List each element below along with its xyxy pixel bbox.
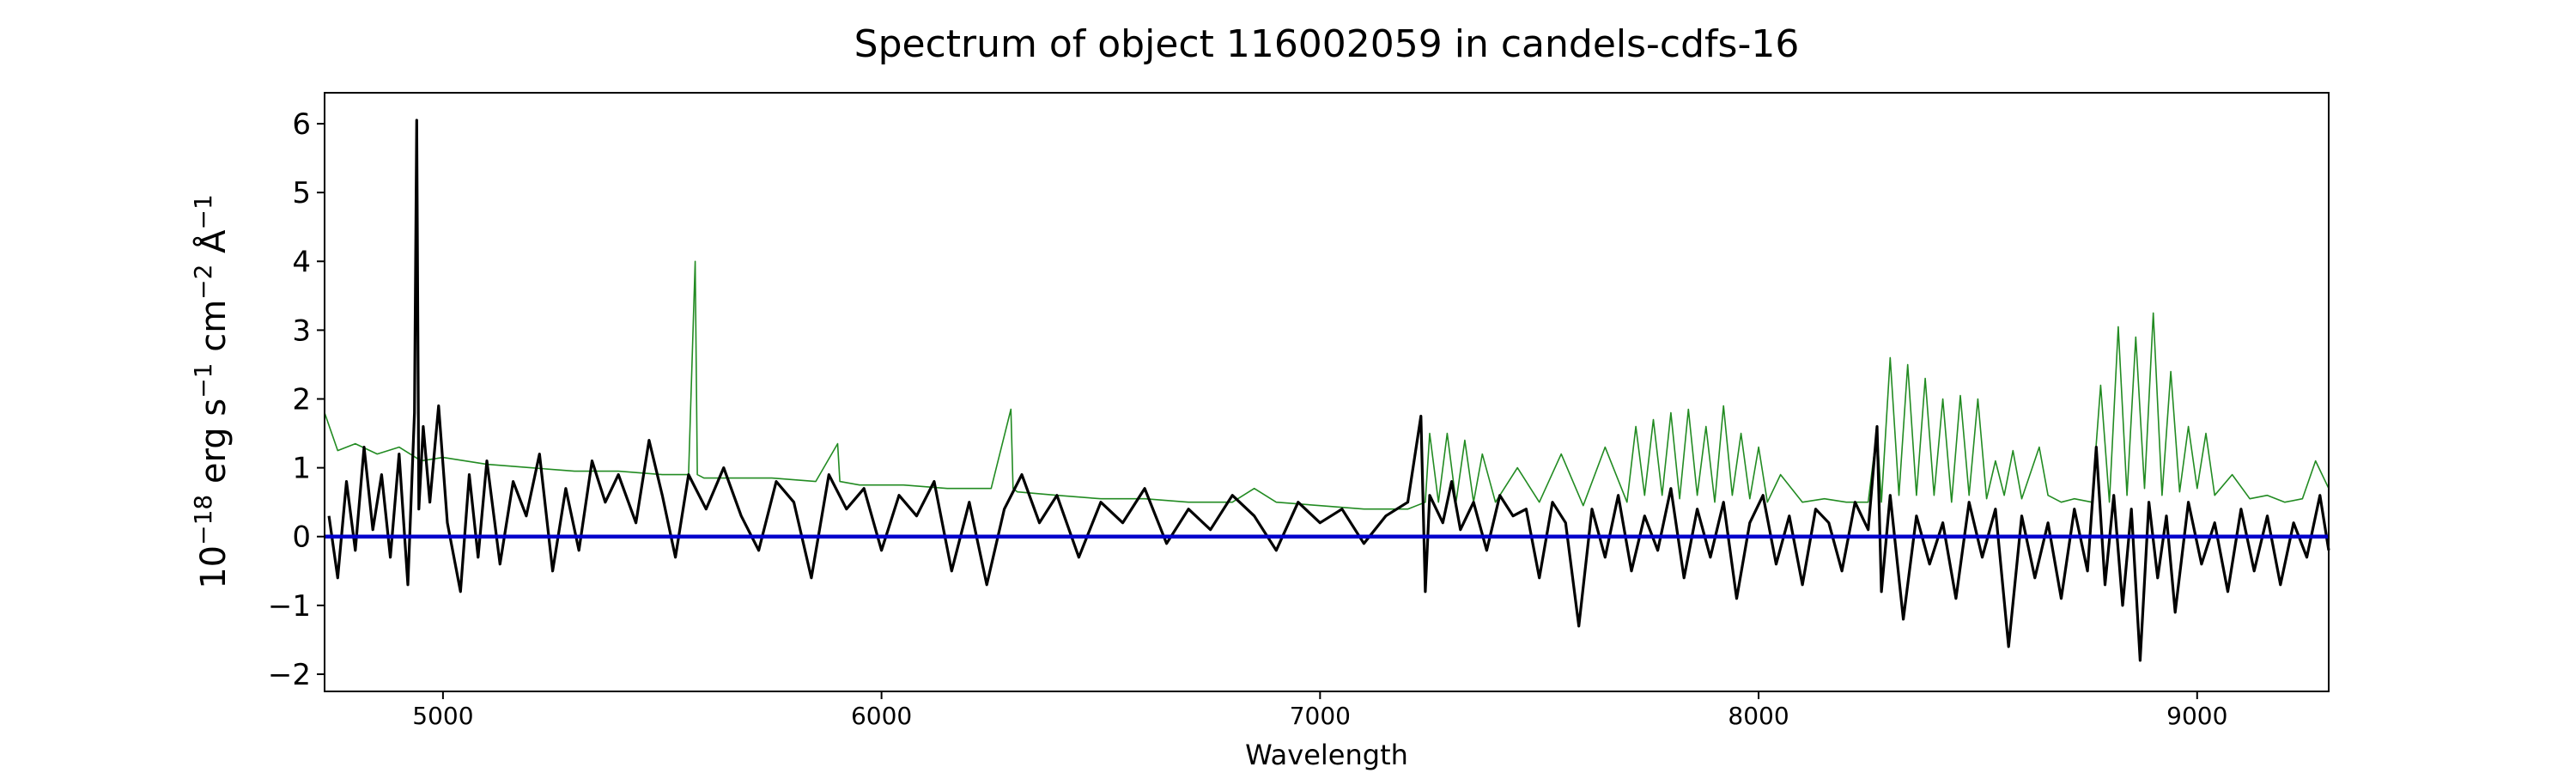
plot-area	[324, 92, 2330, 692]
y-label-unit-angstrom-exp: −1	[189, 194, 217, 229]
y-label-base: 10	[194, 545, 234, 589]
y-label-unit-erg-exp: −1	[189, 363, 217, 399]
x-axis-label: Wavelength	[1245, 739, 1408, 771]
y-label-unit-cm: cm	[194, 300, 234, 363]
y-label-exp: −18	[189, 495, 217, 545]
y-label-unit-angstrom: Å	[192, 229, 234, 265]
x-tick-label: 9000	[2166, 702, 2227, 730]
y-axis-label: 10−18 erg s−1 cm−2 Å−1	[189, 194, 234, 589]
y-tick-label: −2	[268, 658, 311, 692]
y-tick-label: 0	[292, 520, 311, 555]
chart-title: Spectrum of object 116002059 in candels-…	[854, 22, 1800, 66]
y-tick-label: 3	[292, 313, 311, 348]
x-tick-label: 8000	[1728, 702, 1789, 730]
y-axis: −2 −1 0 1 2 3 4 5 6	[268, 107, 325, 692]
y-tick-label: 4	[292, 245, 311, 279]
x-tick-label: 6000	[851, 702, 912, 730]
y-tick-label: 5	[292, 176, 311, 210]
y-tick-label: 1	[292, 452, 311, 486]
x-tick-label: 5000	[412, 702, 473, 730]
y-label-unit-cm-exp: −2	[189, 265, 217, 300]
plot-frame	[324, 92, 2330, 692]
x-axis: 5000 6000 7000 8000 9000	[412, 691, 2227, 730]
x-tick-label: 7000	[1290, 702, 1351, 730]
series-model-line	[324, 260, 2330, 510]
y-tick-label: 6	[292, 107, 311, 142]
y-tick-label: −1	[268, 589, 311, 624]
series-layer	[324, 119, 2330, 662]
y-label-unit-erg: erg s	[194, 399, 234, 495]
y-tick-label: 2	[292, 383, 311, 417]
